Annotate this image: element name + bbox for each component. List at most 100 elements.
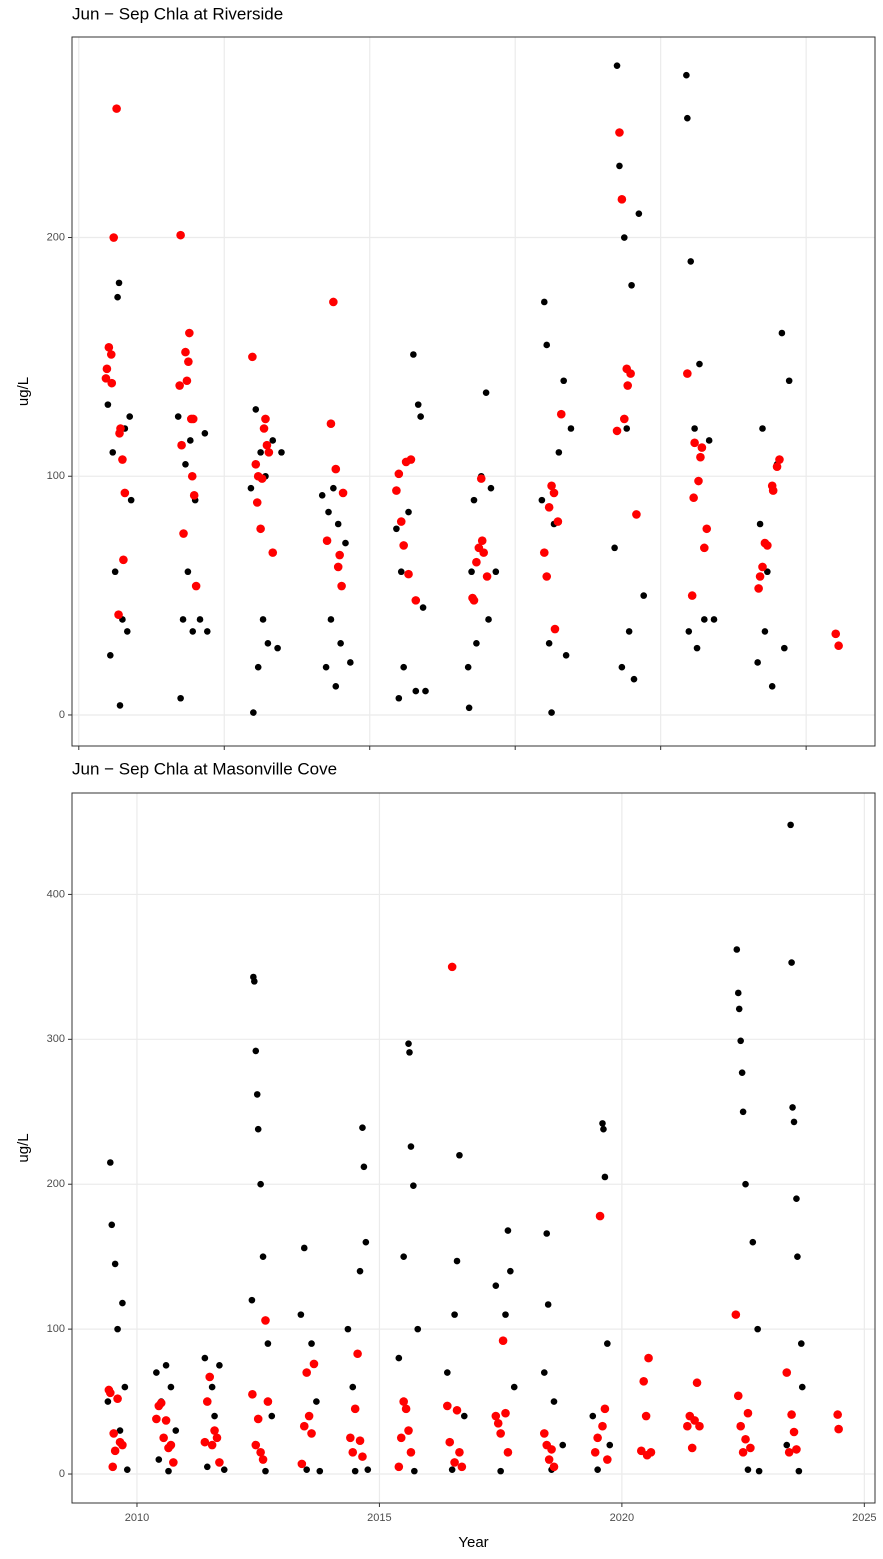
data-point: [744, 1466, 752, 1473]
data-point: [187, 471, 197, 481]
data-point: [108, 1221, 116, 1229]
data-point: [611, 544, 618, 552]
data-point: [201, 1354, 209, 1362]
data-point: [264, 640, 272, 647]
data-point: [710, 616, 718, 623]
data-point: [476, 474, 486, 483]
data-point: [795, 1467, 803, 1475]
data-point: [407, 1143, 415, 1150]
data-point: [254, 1125, 262, 1133]
data-point: [355, 1436, 365, 1445]
data-point: [412, 687, 420, 695]
data-point: [547, 481, 556, 491]
data-point: [248, 1390, 257, 1399]
data-point: [177, 694, 184, 702]
data-point: [457, 1462, 467, 1472]
x-tick-label: 2025: [852, 1512, 876, 1524]
data-point: [396, 517, 406, 526]
y-tick-label: 200: [47, 231, 65, 243]
y-tick-label: 0: [59, 1468, 65, 1480]
data-point: [115, 279, 123, 287]
data-point: [834, 1424, 843, 1434]
data-point: [397, 568, 405, 576]
data-point: [121, 1383, 129, 1391]
data-point: [465, 704, 473, 712]
data-point: [257, 474, 267, 483]
y-axis-title: ug/L: [15, 377, 32, 406]
data-point: [550, 1398, 558, 1405]
data-point: [350, 1404, 360, 1414]
data-point: [118, 1440, 127, 1450]
data-point: [182, 461, 189, 468]
data-point: [342, 539, 349, 547]
data-point: [356, 1267, 364, 1275]
data-point: [114, 1325, 121, 1333]
data-point: [540, 1369, 548, 1376]
data-point: [309, 1359, 319, 1369]
data-point: [274, 644, 281, 652]
data-point: [615, 128, 624, 137]
data-point: [185, 328, 194, 338]
data-point: [689, 493, 698, 503]
data-point: [364, 1466, 372, 1473]
data-point: [399, 1397, 408, 1406]
data-point: [473, 640, 480, 647]
data-point: [165, 1467, 172, 1475]
data-point: [761, 628, 769, 635]
data-point: [196, 616, 204, 623]
data-point: [362, 1238, 370, 1246]
data-point: [504, 1227, 512, 1234]
data-point: [453, 1257, 461, 1265]
data-point: [261, 1316, 270, 1325]
data-point: [603, 1455, 612, 1464]
plot-background: [72, 37, 875, 746]
data-point: [120, 488, 130, 498]
data-point: [738, 1069, 746, 1076]
data-point: [155, 1456, 163, 1463]
data-point: [411, 596, 421, 605]
data-point: [334, 520, 342, 528]
data-point: [790, 1118, 798, 1126]
data-point: [400, 1253, 407, 1260]
data-point: [692, 1378, 702, 1388]
data-point: [618, 663, 626, 671]
data-point: [107, 651, 114, 659]
data-point: [502, 1311, 509, 1318]
data-point: [404, 1426, 413, 1435]
data-point: [189, 491, 199, 500]
data-point: [690, 438, 699, 448]
data-point: [784, 1447, 794, 1457]
data-point: [278, 449, 285, 456]
data-point: [694, 476, 703, 486]
data-point: [414, 401, 422, 408]
data-point: [695, 1421, 704, 1431]
data-point: [742, 1180, 749, 1188]
data-point: [251, 460, 261, 469]
data-point: [749, 1238, 757, 1246]
data-point: [254, 663, 262, 671]
chart-title: Jun − Sep Chla at Masonville Cove: [72, 759, 337, 778]
data-point: [589, 1412, 597, 1420]
data-point: [758, 562, 767, 572]
data-point: [559, 1441, 567, 1449]
data-point: [623, 425, 631, 432]
data-point: [731, 1310, 741, 1319]
data-point: [410, 351, 417, 358]
data-point: [482, 389, 490, 396]
data-point: [335, 550, 344, 560]
data-point: [109, 1429, 119, 1438]
data-point: [477, 536, 487, 546]
data-point: [562, 651, 570, 659]
data-point: [261, 414, 270, 424]
data-point: [327, 616, 335, 623]
data-point: [167, 1383, 175, 1391]
data-point: [262, 440, 272, 450]
data-point: [469, 596, 479, 605]
data-point: [106, 1388, 115, 1398]
data-point: [200, 1437, 210, 1447]
data-point: [623, 381, 632, 390]
data-point: [646, 1447, 656, 1457]
data-point: [455, 1447, 464, 1457]
data-point: [406, 1049, 413, 1056]
